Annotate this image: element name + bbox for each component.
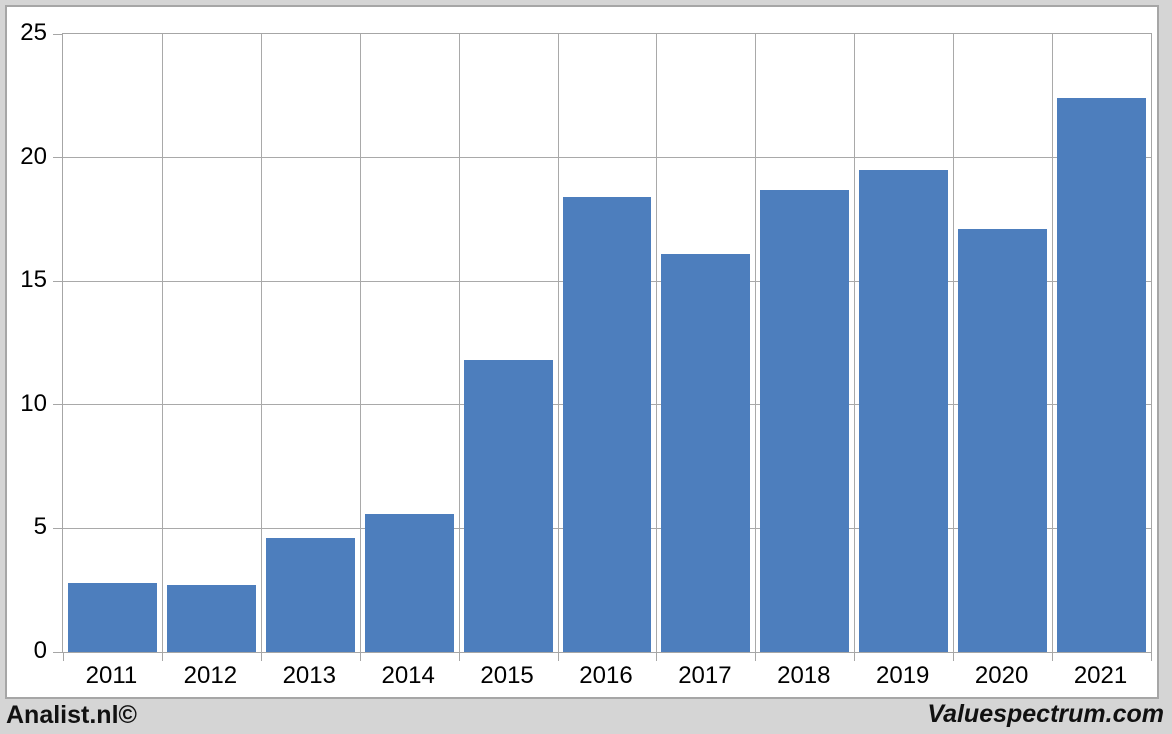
x-tick-mark: [161, 652, 163, 661]
bar-2011: [68, 582, 157, 652]
x-tick-mark: [656, 652, 658, 661]
bar-2014: [364, 513, 454, 652]
bar-cell-2012: [162, 34, 261, 652]
bar-cell-2019: [854, 34, 953, 652]
y-tick-mark: [53, 280, 63, 282]
x-tick-label-2020: 2020: [974, 662, 1029, 689]
y-tick-mark: [53, 651, 63, 653]
bar-2018: [760, 189, 850, 652]
x-tick-label-2018: 2018: [777, 662, 831, 689]
x-tick-label-2017: 2017: [678, 662, 732, 689]
valuespectrum-credit: Valuespectrum.com: [927, 700, 1164, 728]
v-gridline: [953, 34, 955, 652]
v-gridline: [359, 34, 361, 652]
v-gridline: [161, 34, 163, 652]
y-tick-mark: [53, 157, 63, 159]
y-tick-label-15: 15: [20, 266, 47, 294]
x-tick-mark: [63, 652, 64, 661]
y-tick-label-20: 20: [20, 142, 47, 170]
x-tick-mark: [953, 652, 955, 661]
bar-2016: [562, 197, 652, 652]
y-tick-mark: [53, 33, 63, 35]
y-tick-label-5: 5: [33, 513, 47, 541]
v-gridline: [854, 34, 856, 652]
bar-2013: [265, 538, 355, 652]
x-tick-mark: [755, 652, 757, 661]
y-axis: 0 5 10 15 20 25: [7, 19, 47, 664]
x-tick-label-2013: 2013: [282, 662, 336, 689]
y-tick-label-10: 10: [20, 389, 47, 417]
v-gridline: [557, 34, 559, 652]
x-tick-mark: [1151, 652, 1152, 661]
bars-layer: [63, 34, 1151, 652]
bar-cell-2018: [755, 34, 854, 652]
bar-cell-2017: [656, 34, 755, 652]
x-tick-label-2016: 2016: [579, 662, 633, 689]
y-tick-label-25: 25: [20, 19, 47, 46]
y-tick-label-0: 0: [33, 637, 47, 664]
x-tick-mark: [359, 652, 361, 661]
y-tick-mark: [53, 527, 63, 529]
y-tick-mark: [53, 404, 63, 406]
bar-2017: [661, 254, 751, 652]
x-tick-label-2011: 2011: [85, 662, 138, 689]
bar-cell-2020: [953, 34, 1052, 652]
bar-2012: [166, 585, 256, 652]
v-gridline: [458, 34, 460, 652]
x-tick-label-2012: 2012: [183, 662, 238, 689]
analist-credit: Analist.nl©: [6, 701, 137, 729]
x-axis: 2011 2012 2013 2014 2015 2016 2017 2018 2019 2020…: [62, 660, 1150, 692]
bar-2019: [859, 169, 949, 652]
x-tick-label-2021: 2021: [1073, 662, 1128, 689]
bar-2020: [958, 229, 1048, 652]
x-tick-mark: [557, 652, 559, 661]
x-tick-mark: [854, 652, 856, 661]
x-tick-label-2015: 2015: [480, 662, 534, 689]
bar-2021: [1057, 98, 1146, 652]
v-gridline: [260, 34, 262, 652]
x-tick-mark: [260, 652, 262, 661]
bar-cell-2021: [1052, 34, 1151, 652]
v-gridline: [755, 34, 757, 652]
plot-area: [53, 33, 1152, 661]
v-gridline: [1052, 34, 1054, 652]
x-tick-mark: [458, 652, 460, 661]
bar-cell-2011: [63, 34, 162, 652]
bar-cell-2015: [459, 34, 558, 652]
bar-cell-2016: [558, 34, 657, 652]
x-tick-label-2014: 2014: [381, 662, 435, 689]
bar-2015: [463, 360, 553, 652]
v-gridline: [656, 34, 658, 652]
x-tick-mark: [1052, 652, 1054, 661]
h-gridline: [63, 157, 1151, 159]
x-tick-label-2019: 2019: [876, 662, 930, 689]
bar-cell-2014: [360, 34, 459, 652]
bar-cell-2013: [261, 34, 360, 652]
chart-canvas: 0 5 10 15 20 25 2011 2012 2013 2014 2015 2016 2017 2…: [5, 5, 1159, 699]
